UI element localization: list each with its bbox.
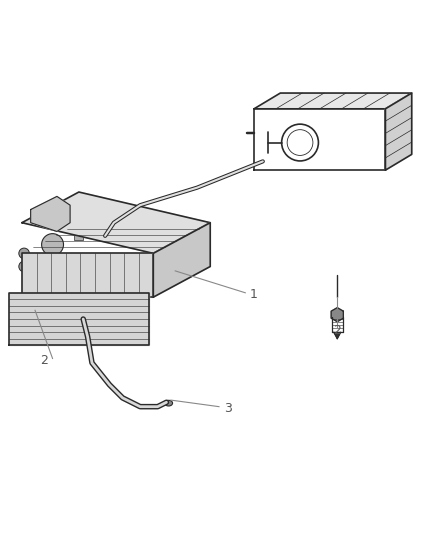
Polygon shape <box>334 332 341 339</box>
Polygon shape <box>22 253 153 297</box>
Bar <box>48 236 57 245</box>
Text: 1: 1 <box>250 288 258 302</box>
Bar <box>101 227 110 236</box>
Text: 3: 3 <box>224 402 232 415</box>
Circle shape <box>19 261 29 272</box>
Polygon shape <box>153 223 210 297</box>
Polygon shape <box>31 197 70 231</box>
Circle shape <box>42 233 64 255</box>
Text: 2: 2 <box>40 354 48 367</box>
Polygon shape <box>22 192 210 253</box>
Text: 2: 2 <box>333 324 341 336</box>
Bar <box>127 223 136 231</box>
Ellipse shape <box>165 400 173 406</box>
Polygon shape <box>254 93 412 109</box>
Polygon shape <box>9 293 149 345</box>
Polygon shape <box>385 93 412 170</box>
Circle shape <box>19 248 29 259</box>
Bar <box>74 231 83 240</box>
Polygon shape <box>331 308 343 322</box>
